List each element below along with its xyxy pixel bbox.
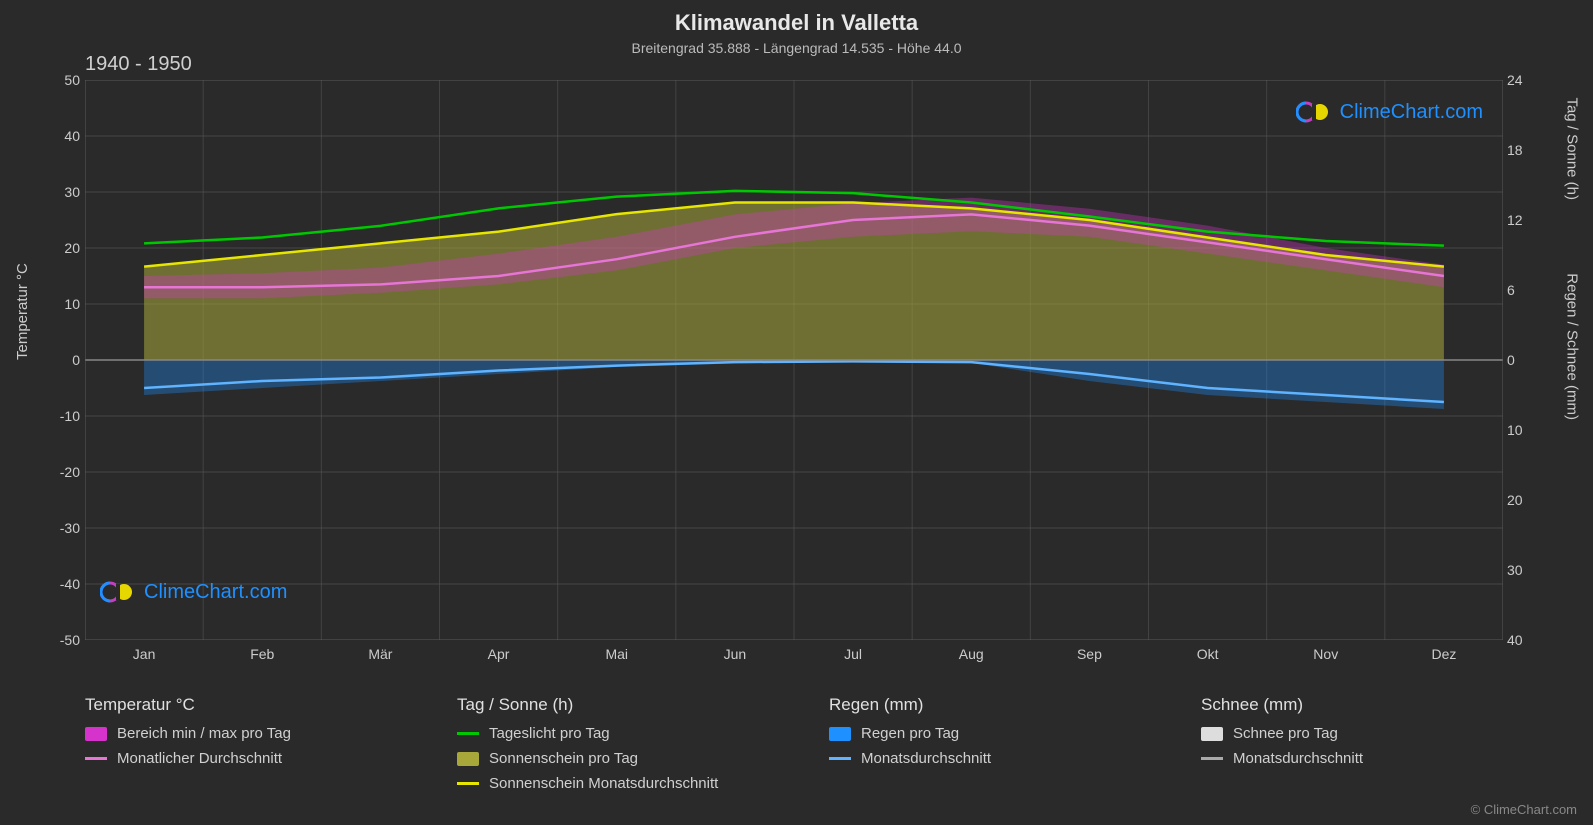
y-tick-right: 6: [1507, 282, 1537, 298]
legend-label: Monatlicher Durchschnitt: [117, 750, 282, 767]
y-tick-left: 40: [50, 128, 80, 144]
y-tick-right: 24: [1507, 72, 1537, 88]
x-tick-month: Sep: [1077, 646, 1102, 662]
legend-label: Regen pro Tag: [861, 725, 959, 742]
legend-header: Regen (mm): [829, 695, 1131, 715]
y-tick-left: -30: [50, 520, 80, 536]
x-tick-month: Apr: [488, 646, 510, 662]
copyright-label: © ClimeChart.com: [1471, 802, 1577, 817]
y-tick-left: -50: [50, 632, 80, 648]
swatch-icon: [1201, 757, 1223, 760]
swatch-icon: [85, 757, 107, 760]
x-tick-month: Mai: [605, 646, 628, 662]
legend-item: Bereich min / max pro Tag: [85, 725, 387, 742]
climechart-logo-icon: [100, 580, 136, 604]
y-tick-left: -10: [50, 408, 80, 424]
legend-label: Bereich min / max pro Tag: [117, 725, 291, 742]
y-tick-left: 20: [50, 240, 80, 256]
y-tick-right: 20: [1507, 492, 1537, 508]
swatch-icon: [829, 757, 851, 760]
legend-label: Monatsdurchschnitt: [861, 750, 991, 767]
y-axis-right-top-label: Tag / Sonne (h): [1564, 97, 1581, 200]
legend-item: Sonnenschein pro Tag: [457, 750, 759, 767]
legend-label: Sonnenschein Monatsdurchschnitt: [489, 775, 718, 792]
legend-item: Sonnenschein Monatsdurchschnitt: [457, 775, 759, 792]
swatch-icon: [85, 727, 107, 741]
legend-item: Tageslicht pro Tag: [457, 725, 759, 742]
watermark-bottom: ClimeChart.com: [100, 580, 287, 604]
y-tick-left: 10: [50, 296, 80, 312]
x-tick-month: Jan: [133, 646, 156, 662]
x-tick-month: Aug: [959, 646, 984, 662]
legend-label: Monatsdurchschnitt: [1233, 750, 1363, 767]
swatch-icon: [1201, 727, 1223, 741]
legend-item: Schnee pro Tag: [1201, 725, 1503, 742]
legend-item: Regen pro Tag: [829, 725, 1131, 742]
swatch-icon: [457, 752, 479, 766]
legend-item: Monatlicher Durchschnitt: [85, 750, 387, 767]
y-tick-right: 12: [1507, 212, 1537, 228]
chart-subtitle: Breitengrad 35.888 - Längengrad 14.535 -…: [0, 36, 1593, 56]
y-axis-right-bot-label: Regen / Schnee (mm): [1564, 273, 1581, 420]
x-tick-month: Mär: [368, 646, 392, 662]
legend: Temperatur °C Bereich min / max pro Tag …: [85, 695, 1503, 800]
watermark-text: ClimeChart.com: [144, 581, 287, 604]
x-tick-month: Dez: [1431, 646, 1456, 662]
y-tick-left: 0: [50, 352, 80, 368]
legend-header: Tag / Sonne (h): [457, 695, 759, 715]
y-tick-right: 0: [1507, 352, 1537, 368]
y-axis-left-label: Temperatur °C: [14, 263, 31, 360]
watermark-text: ClimeChart.com: [1340, 101, 1483, 124]
y-tick-right: 40: [1507, 632, 1537, 648]
y-tick-right: 18: [1507, 142, 1537, 158]
y-tick-left: 50: [50, 72, 80, 88]
legend-col-snow: Schnee (mm) Schnee pro Tag Monatsdurchsc…: [1201, 695, 1503, 800]
climechart-logo-icon: [1296, 100, 1332, 124]
y-tick-left: -20: [50, 464, 80, 480]
legend-item: Monatsdurchschnitt: [1201, 750, 1503, 767]
chart-title: Klimawandel in Valletta: [0, 0, 1593, 36]
swatch-icon: [457, 732, 479, 735]
swatch-icon: [457, 782, 479, 785]
y-tick-right: 30: [1507, 562, 1537, 578]
legend-header: Schnee (mm): [1201, 695, 1503, 715]
plot-area: [85, 80, 1503, 640]
legend-col-temp: Temperatur °C Bereich min / max pro Tag …: [85, 695, 387, 800]
x-tick-month: Nov: [1313, 646, 1338, 662]
legend-label: Sonnenschein pro Tag: [489, 750, 638, 767]
legend-item: Monatsdurchschnitt: [829, 750, 1131, 767]
x-tick-month: Okt: [1197, 646, 1219, 662]
swatch-icon: [829, 727, 851, 741]
y-tick-left: 30: [50, 184, 80, 200]
legend-label: Tageslicht pro Tag: [489, 725, 610, 742]
y-tick-right: 10: [1507, 422, 1537, 438]
x-tick-month: Feb: [250, 646, 274, 662]
period-label: 1940 - 1950: [85, 53, 192, 76]
chart-svg: [85, 80, 1503, 640]
legend-header: Temperatur °C: [85, 695, 387, 715]
legend-label: Schnee pro Tag: [1233, 725, 1338, 742]
x-tick-month: Jun: [724, 646, 747, 662]
x-tick-month: Jul: [844, 646, 862, 662]
legend-col-rain: Regen (mm) Regen pro Tag Monatsdurchschn…: [829, 695, 1131, 800]
watermark-top: ClimeChart.com: [1296, 100, 1483, 124]
legend-col-sun: Tag / Sonne (h) Tageslicht pro Tag Sonne…: [457, 695, 759, 800]
y-tick-left: -40: [50, 576, 80, 592]
